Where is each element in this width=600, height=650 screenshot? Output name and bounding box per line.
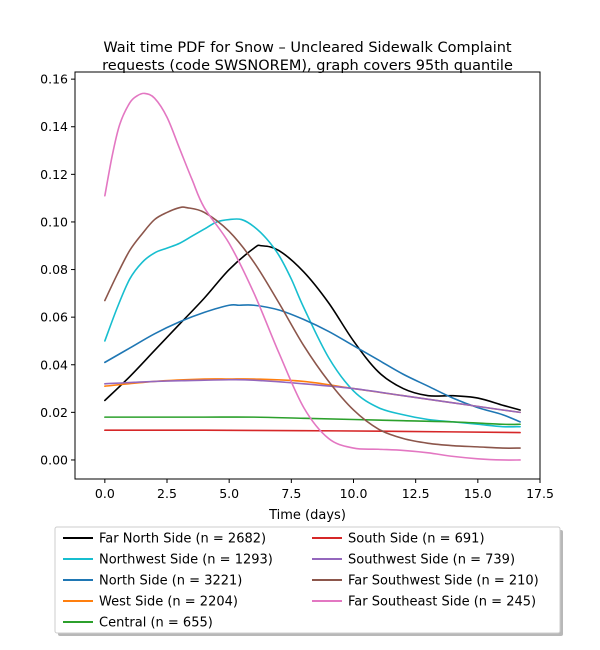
legend: Far North Side (n = 2682) Northwest Side … [54,526,563,636]
x-axis-label: Time (days) [268,508,346,523]
legend-label: Far Southeast Side (n = 245) [348,595,536,610]
y-tick-label: 0.08 [40,262,68,277]
series-line-6 [104,378,521,414]
x-tick-label: 2.5 [157,486,177,501]
legend-label: West Side (n = 2204) [99,595,238,610]
legend-label: Far North Side (n = 2682) [99,532,266,547]
legend-label: Central (n = 655) [99,616,213,631]
chart-title-line: requests (code SWSNOREM), graph covers 9… [102,58,513,74]
series-line-0 [104,244,521,411]
series-line-4 [104,416,521,426]
y-axis: 0.00 0.02 0.04 0.06 0.08 0.10 0.12 0.14 0.16 [40,72,75,467]
legend-label: North Side (n = 3221) [99,574,242,589]
y-tick-label: 0.14 [40,119,68,134]
chart-title-line: Wait time PDF for Snow – Uncleared Sidew… [103,40,512,56]
x-tick-label: 15.0 [464,486,492,501]
legend-label: South Side (n = 691) [348,532,485,547]
legend-label: Northwest Side (n = 1293) [99,553,273,568]
x-tick-label: 0.0 [95,486,115,501]
plot-frame [74,71,541,480]
x-tick-label: 7.5 [281,486,301,501]
y-tick-label: 0.02 [40,405,68,420]
x-tick-label: 12.5 [402,486,430,501]
y-tick-label: 0.04 [40,357,68,372]
y-tick-label: 0.06 [40,310,68,325]
chart-title: Wait time PDF for Snow – Uncleared Sidew… [102,40,513,74]
y-tick-label: 0.12 [40,167,68,182]
series-line-1 [104,218,521,428]
y-tick-label: 0.10 [40,214,68,229]
legend-label: Southwest Side (n = 739) [348,553,515,568]
x-tick-label: 10.0 [340,486,368,501]
plot-area [104,92,521,461]
x-tick-label: 17.5 [526,486,554,501]
series-line-2 [104,303,521,423]
legend-label: Far Southwest Side (n = 210) [348,574,539,589]
y-tick-label: 0.00 [40,452,68,467]
x-tick-label: 5.0 [219,486,239,501]
x-axis: 0.0 2.5 5.0 7.5 10.0 12.5 15.0 17.5 [95,479,554,501]
series-line-5 [104,429,521,434]
y-tick-label: 0.16 [40,72,68,87]
legend-box [54,526,561,634]
series-line-7 [104,206,521,449]
series-line-8 [104,92,521,461]
